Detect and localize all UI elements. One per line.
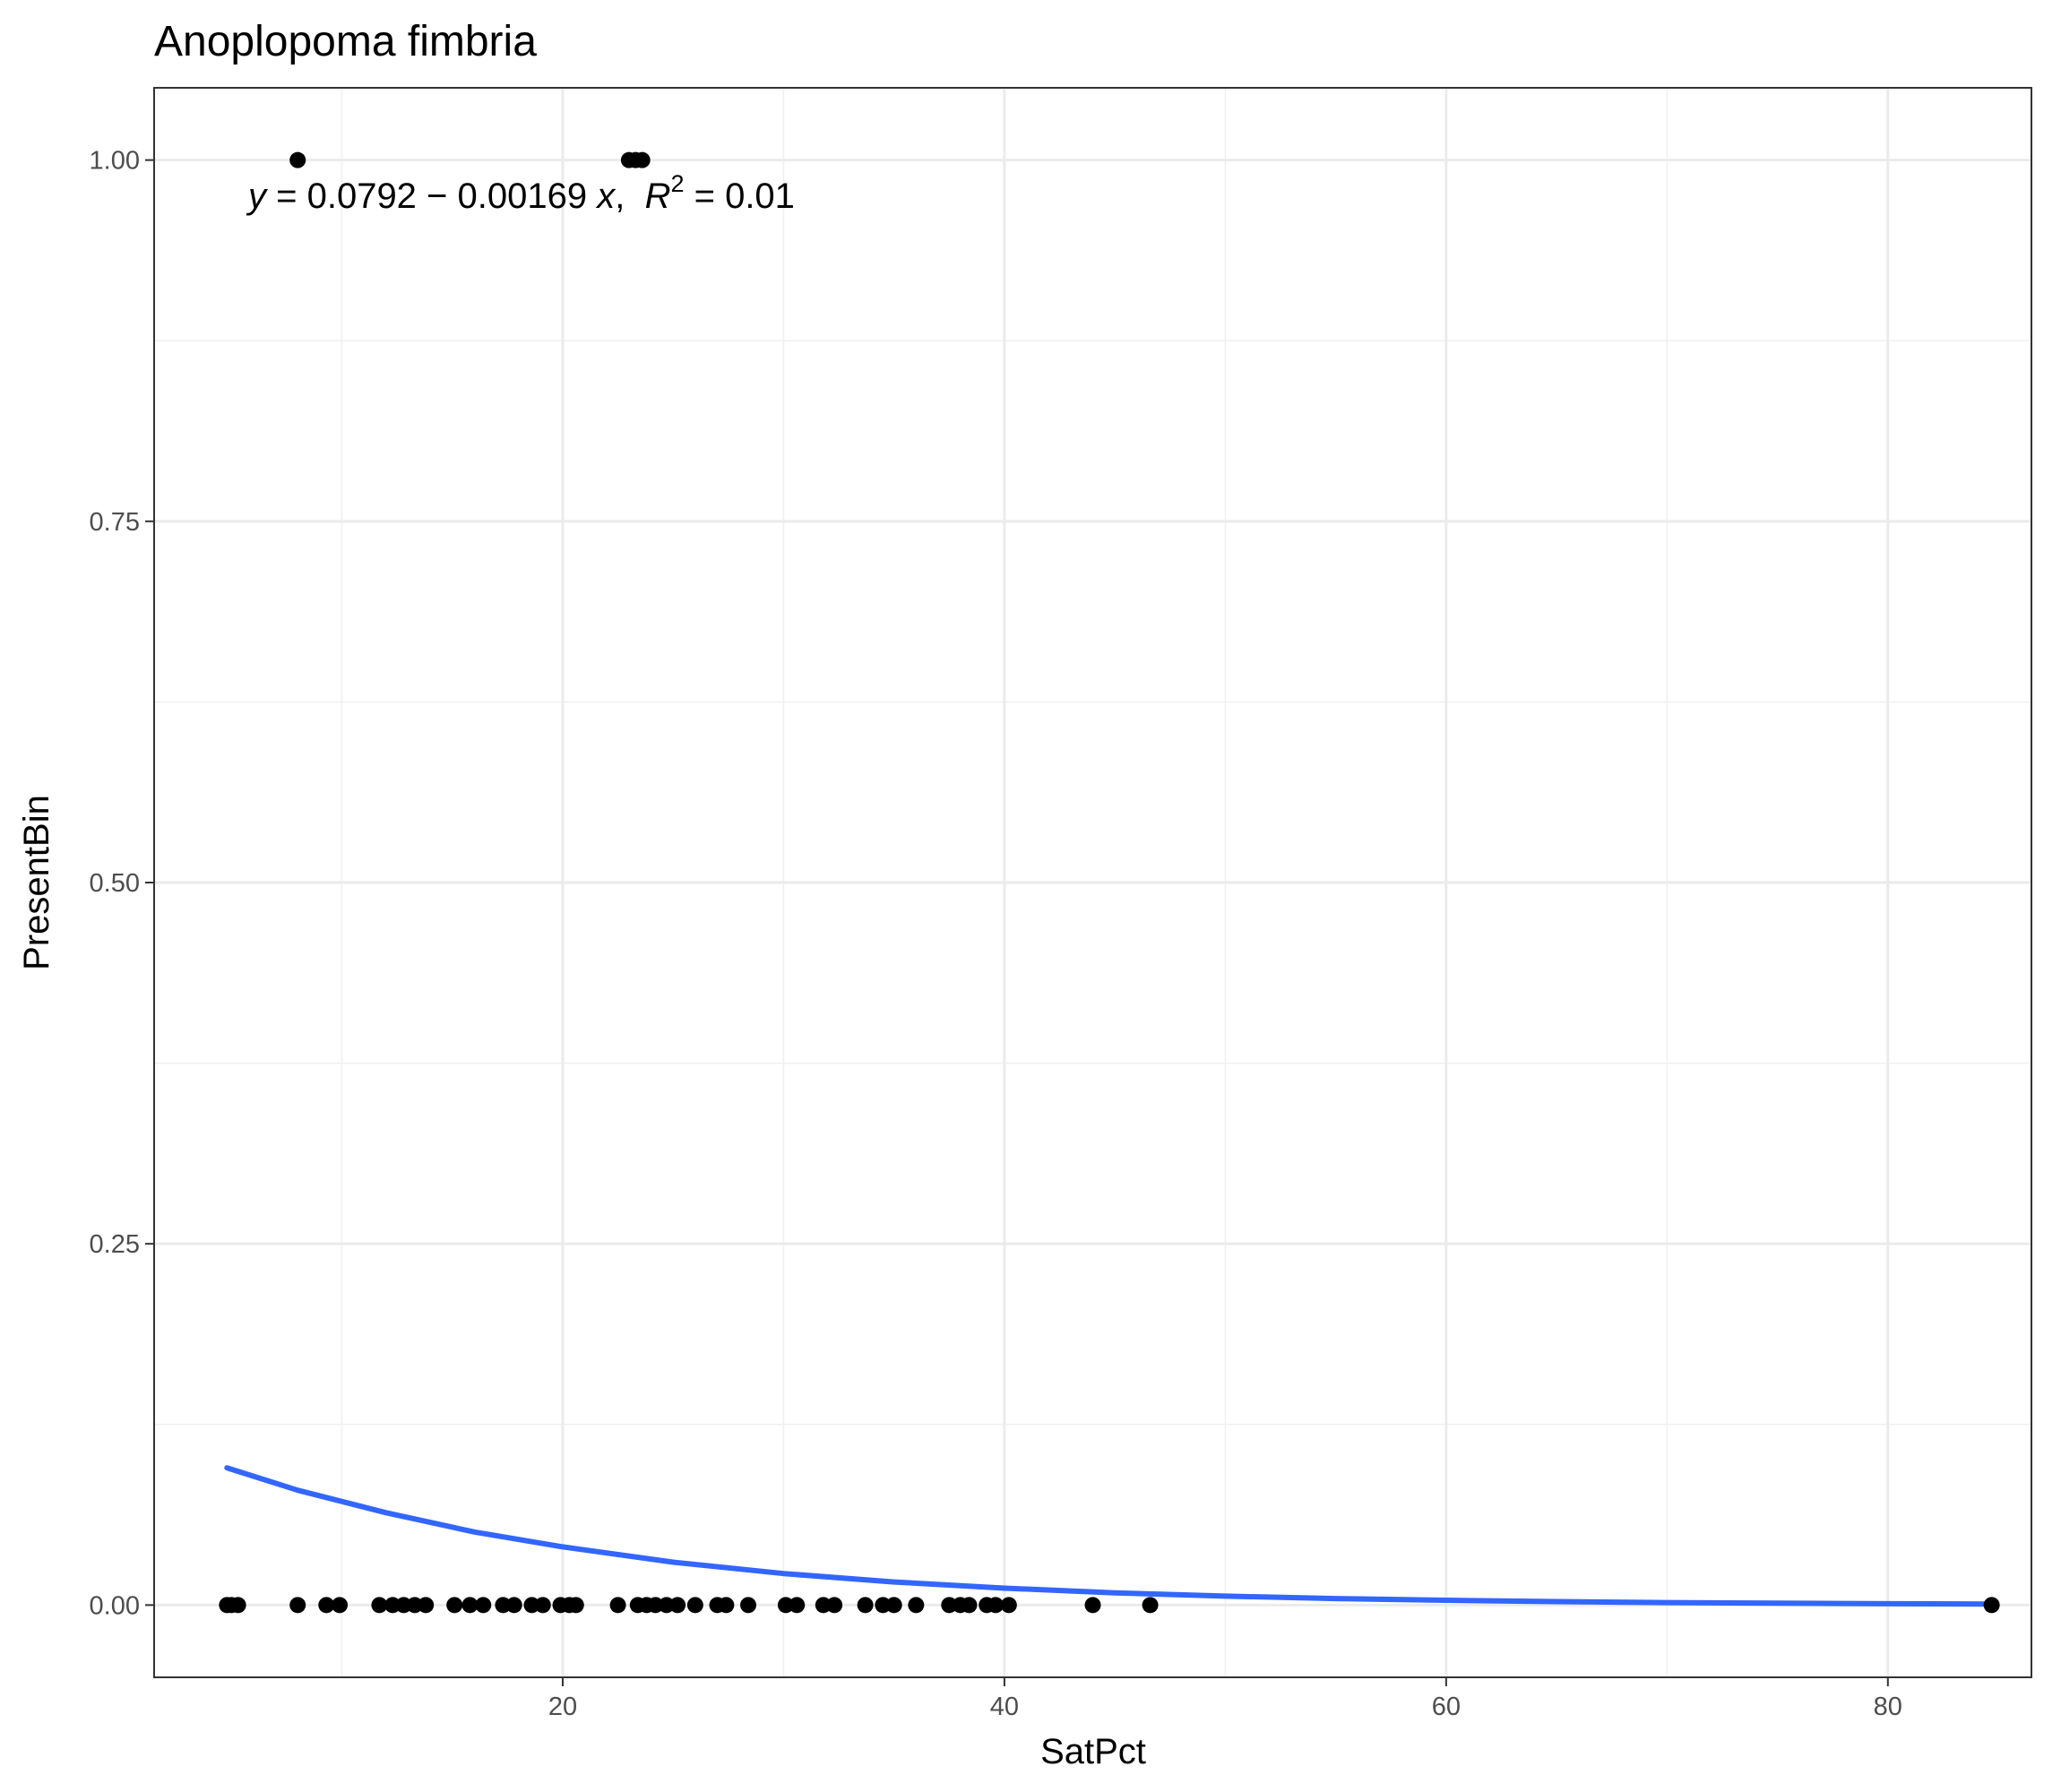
x-axis-title: SatPct: [1040, 1732, 1146, 1771]
y-tick-label: 1.00: [90, 147, 140, 176]
y-tick-label: 0.75: [90, 508, 140, 537]
data-point: [371, 1597, 388, 1614]
x-tick-label: 80: [1874, 1693, 1902, 1721]
data-point: [718, 1597, 735, 1614]
y-axis-title: PresentBin: [17, 795, 56, 970]
eq-var-r: R: [645, 177, 671, 216]
data-point: [777, 1597, 794, 1614]
data-point: [987, 1597, 1005, 1614]
x-tick-label: 20: [548, 1693, 577, 1721]
data-point: [395, 1597, 412, 1614]
data-point: [647, 1597, 664, 1614]
chart-title: Anoplopoma fimbria: [154, 18, 537, 65]
data-point: [418, 1597, 435, 1614]
data-point: [875, 1597, 892, 1614]
y-axis: 0.00 0.25 0.50 0.75 1.00: [90, 147, 154, 1620]
eq-var-x: x: [595, 177, 617, 216]
y-tick-label: 0.50: [90, 869, 140, 898]
y-tick-label: 0.00: [90, 1591, 140, 1620]
data-point: [686, 1597, 703, 1614]
data-point: [961, 1597, 978, 1614]
data-point: [634, 151, 651, 168]
data-point: [789, 1597, 806, 1614]
data-point: [885, 1597, 902, 1614]
data-point: [384, 1597, 401, 1614]
data-point: [908, 1597, 925, 1614]
data-point: [475, 1597, 492, 1614]
data-point: [229, 1597, 246, 1614]
eq-superscript-2: 2: [670, 170, 684, 197]
data-point: [289, 151, 306, 168]
data-point: [505, 1597, 522, 1614]
eq-comma: ,: [615, 177, 644, 216]
data-point: [1000, 1597, 1017, 1614]
grid-major: [154, 88, 2031, 1677]
data-point: [815, 1597, 832, 1614]
fit-curve-layer: [224, 1465, 1995, 1607]
data-point: [857, 1597, 874, 1614]
data-point: [332, 1597, 349, 1614]
data-point: [289, 1597, 306, 1614]
y-tick-label: 0.25: [90, 1230, 140, 1259]
x-tick-label: 40: [990, 1693, 1019, 1721]
fit-curve: [224, 1465, 1995, 1607]
x-axis: 20 40 60 80: [548, 1677, 1902, 1721]
data-point: [534, 1597, 551, 1614]
data-point: [523, 1597, 540, 1614]
regression-equation: y = 0.0792 − 0.00169 x, R2 = 0.01: [246, 170, 795, 216]
data-point: [495, 1597, 512, 1614]
data-point: [826, 1597, 843, 1614]
data-point: [1983, 1597, 2000, 1614]
data-point: [609, 1597, 626, 1614]
data-point: [567, 1597, 584, 1614]
points-layer: [219, 151, 2000, 1614]
data-point: [1142, 1597, 1159, 1614]
data-point: [740, 1597, 757, 1614]
data-point: [318, 1597, 335, 1614]
data-point: [406, 1597, 423, 1614]
eq-part-2: = 0.01: [684, 177, 794, 216]
data-point: [1084, 1597, 1101, 1614]
x-tick-label: 60: [1432, 1693, 1461, 1721]
data-point: [461, 1597, 479, 1614]
data-point: [941, 1597, 958, 1614]
data-point: [446, 1597, 463, 1614]
data-point: [669, 1597, 686, 1614]
eq-part-1: = 0.0792 − 0.00169: [266, 177, 597, 216]
data-point: [658, 1597, 675, 1614]
eq-var-y: y: [246, 177, 269, 216]
